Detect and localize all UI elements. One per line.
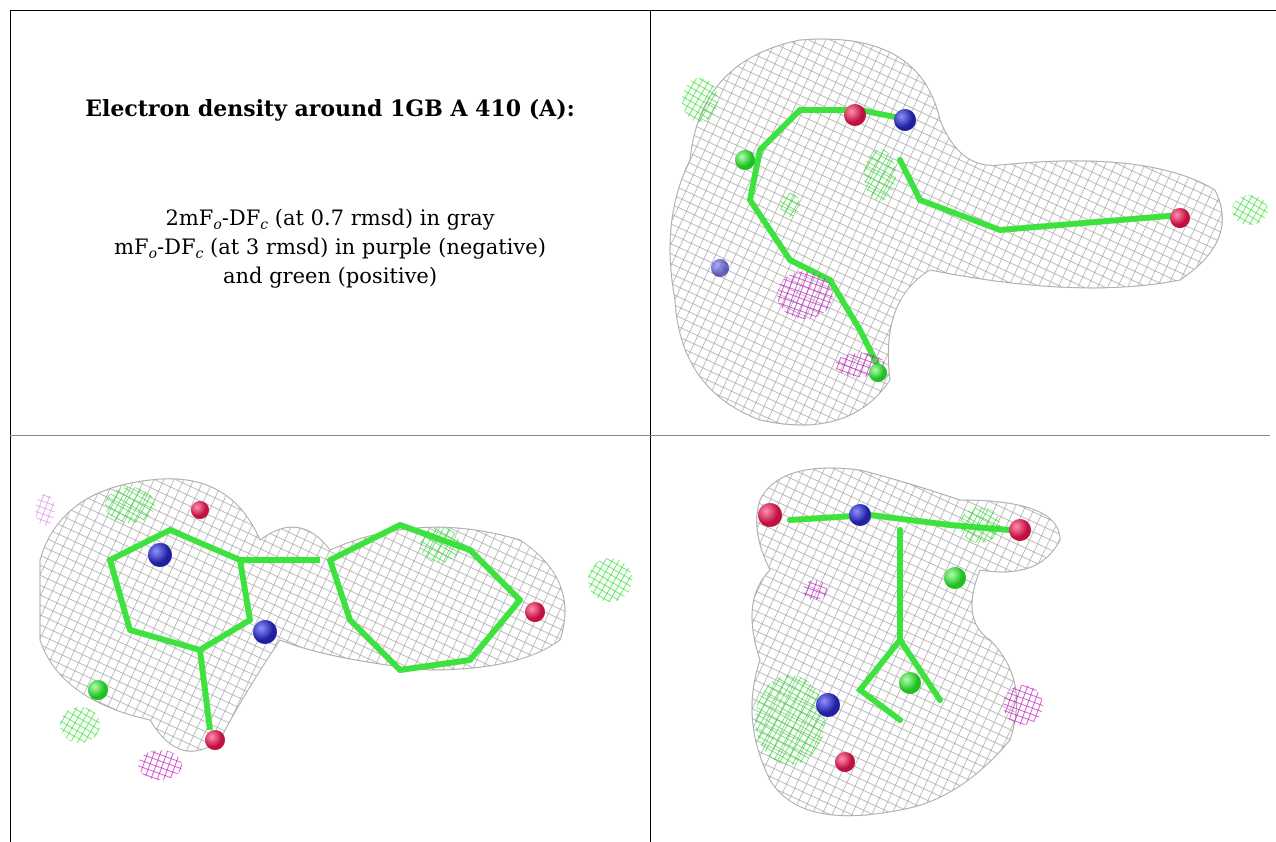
subscript: c bbox=[195, 246, 204, 262]
legend-line: mFo-DFc (at 3 rmsd) in purple (negative) bbox=[10, 233, 650, 262]
legend: 2mFo-DFc (at 0.7 rmsd) in gray mFo-DFc (… bbox=[10, 204, 650, 291]
text: (at 0.7 rmsd) in gray bbox=[268, 206, 495, 230]
subscript: c bbox=[260, 217, 269, 233]
text: (at 3 rmsd) in purple (negative) bbox=[203, 235, 546, 259]
density-view bbox=[751, 467, 1061, 817]
figure-title: Electron density around 1GB A 410 (A): bbox=[85, 96, 575, 122]
legend-line: 2mFo-DFc (at 0.7 rmsd) in gray bbox=[10, 204, 650, 233]
density-view bbox=[35, 478, 632, 780]
text: 2mF bbox=[165, 206, 214, 230]
text: and green (positive) bbox=[222, 264, 438, 288]
table-borders bbox=[10, 10, 1276, 842]
subscript: o bbox=[213, 217, 222, 233]
text: mF bbox=[114, 235, 149, 259]
legend-line: and green (positive) bbox=[10, 262, 650, 291]
text: -DF bbox=[157, 235, 196, 259]
subscript: o bbox=[148, 246, 158, 262]
density-view bbox=[669, 38, 1268, 426]
text: -DF bbox=[221, 206, 261, 230]
